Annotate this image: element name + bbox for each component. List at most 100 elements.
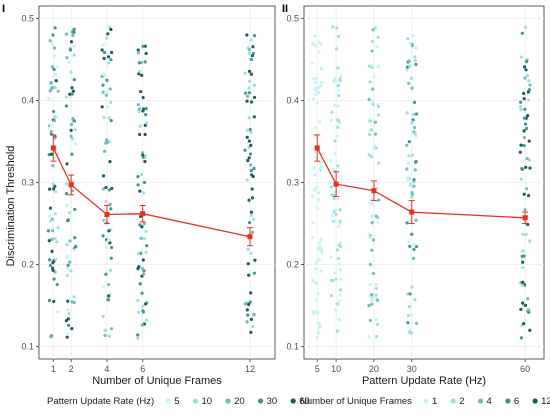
scatter-point <box>525 156 529 161</box>
scatter-point <box>367 64 371 68</box>
x-tick-label: 10 <box>331 364 341 374</box>
scatter-point <box>102 56 106 60</box>
scatter-point <box>66 299 70 303</box>
scatter-point <box>54 79 58 83</box>
scatter-point <box>47 96 51 101</box>
y-tick-label: 0.3 <box>21 178 34 188</box>
scatter-point <box>248 127 252 132</box>
scatter-point <box>339 186 343 190</box>
scatter-point <box>136 103 140 107</box>
scatter-point <box>523 76 527 80</box>
scatter-point <box>104 138 109 142</box>
scatter-point <box>141 109 145 113</box>
scatter-point <box>320 250 324 254</box>
scatter-point <box>53 26 57 30</box>
scatter-point <box>251 217 256 221</box>
scatter-point <box>375 322 380 326</box>
scatter-point <box>70 152 74 156</box>
scatter-point <box>50 65 55 69</box>
legend-label: 20 <box>234 396 245 407</box>
scatter-point <box>145 244 149 248</box>
scatter-point <box>407 304 412 309</box>
scatter-point <box>140 323 144 327</box>
scatter-point <box>528 166 532 170</box>
scatter-point <box>524 232 528 237</box>
scatter-point <box>526 193 531 198</box>
scatter-point <box>525 187 529 191</box>
scatter-point <box>522 97 526 101</box>
scatter-point <box>335 26 339 30</box>
scatter-point <box>525 59 529 63</box>
legend-swatch <box>192 398 199 404</box>
scatter-point <box>248 300 252 304</box>
scatter-point <box>414 218 418 222</box>
scatter-point <box>524 126 529 131</box>
scatter-point <box>525 114 530 118</box>
scatter-point <box>66 266 70 270</box>
scatter-point <box>247 302 251 306</box>
scatter-point <box>245 135 249 139</box>
scatter-point <box>71 117 75 121</box>
scatter-point <box>371 102 375 106</box>
scatter-point <box>523 122 528 126</box>
scatter-point <box>522 129 526 133</box>
scatter-point <box>70 300 74 304</box>
scatter-point <box>412 242 416 246</box>
scatter-point <box>519 336 524 340</box>
scatter-point <box>53 85 57 90</box>
scatter-point <box>408 292 412 296</box>
scatter-point <box>69 40 74 44</box>
scatter-point <box>109 327 114 331</box>
scatter-point <box>243 302 247 306</box>
scatter-point <box>522 192 526 196</box>
scatter-point <box>311 311 316 316</box>
mean-point <box>522 215 528 221</box>
scatter-point <box>249 210 254 214</box>
scatter-point <box>311 97 316 101</box>
scatter-point <box>140 173 144 177</box>
scatter-point <box>521 280 525 284</box>
scatter-point <box>245 94 250 98</box>
scatter-point <box>370 248 374 252</box>
scatter-point <box>522 135 527 140</box>
scatter-point <box>69 128 73 132</box>
scatter-point <box>373 132 378 136</box>
x-tick-label: 2 <box>69 364 74 374</box>
scatter-point <box>51 164 55 168</box>
scatter-point <box>107 334 112 338</box>
scatter-point <box>523 208 527 212</box>
scatter-point <box>101 83 105 87</box>
scatter-point <box>311 146 315 151</box>
legend-label: 10 <box>201 396 212 407</box>
scatter-point <box>410 190 414 195</box>
scatter-point <box>310 42 315 46</box>
scatter-point <box>374 334 379 339</box>
scatter-point <box>144 106 148 111</box>
panel-one-legend: Pattern Update Rate (Hz) 5 10 20 30 60 <box>47 396 310 407</box>
scatter-point <box>408 41 412 45</box>
scatter-point <box>53 72 57 76</box>
scatter-point <box>104 272 108 276</box>
x-tick-label: 60 <box>520 364 530 374</box>
scatter-point <box>313 34 317 38</box>
scatter-point <box>414 321 419 325</box>
panel-one-ticks: 0.10.20.30.40.51 2 4 6 12 <box>21 13 254 374</box>
scatter-point <box>252 83 256 88</box>
scatter-point <box>142 191 146 195</box>
scatter-point <box>247 91 251 95</box>
legend-swatch <box>532 398 538 404</box>
scatter-point <box>367 303 371 308</box>
scatter-point <box>313 126 318 130</box>
scatter-point <box>108 202 112 206</box>
panel-one-legend-title: Pattern Update Rate (Hz) <box>47 396 154 407</box>
scatter-point <box>247 86 251 90</box>
scatter-point <box>48 39 52 43</box>
scatter-point <box>370 213 375 217</box>
scatter-point <box>102 72 106 77</box>
scatter-point <box>330 213 334 218</box>
scatter-point <box>372 147 376 151</box>
scatter-point <box>310 61 314 65</box>
scatter-point <box>519 177 523 181</box>
y-tick-label: 0.4 <box>286 95 299 105</box>
